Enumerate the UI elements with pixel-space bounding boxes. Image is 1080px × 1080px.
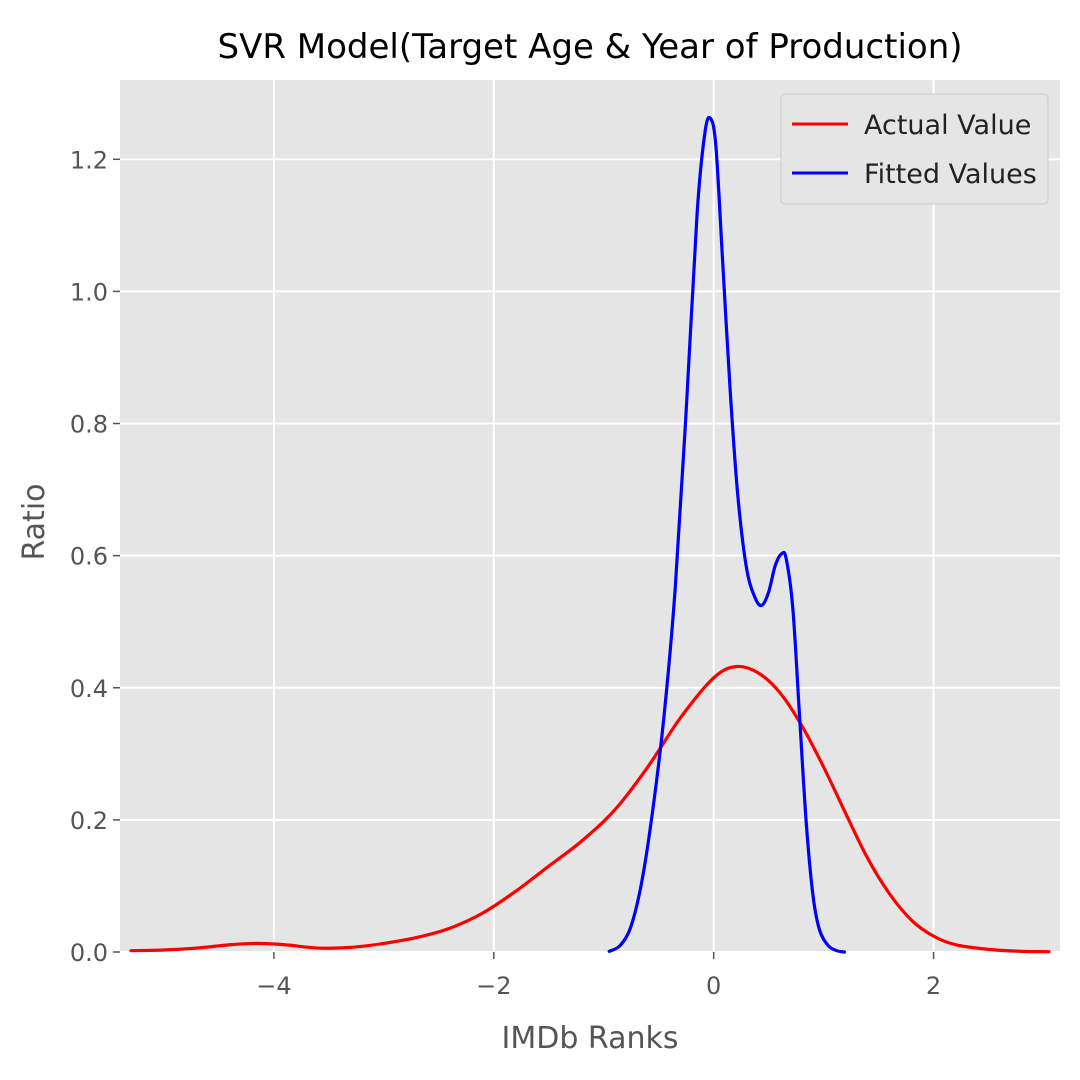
legend-label-actual-value: Actual Value <box>864 110 1031 141</box>
y-tick-label: 0.8 <box>70 411 108 439</box>
y-tick-label: 0.0 <box>70 939 108 967</box>
y-tick-label: 0.6 <box>70 543 108 571</box>
x-tick-label: 2 <box>926 972 941 1000</box>
chart-title: SVR Model(Target Age & Year of Productio… <box>217 27 962 67</box>
y-tick-label: 0.2 <box>70 807 108 835</box>
y-axis-label: Ratio <box>17 483 52 560</box>
y-axis: 0.0 0.2 0.4 0.6 0.8 1.0 1.2 <box>70 146 120 967</box>
x-axis-label: IMDb Ranks <box>502 1021 679 1056</box>
legend-box <box>780 93 1049 205</box>
legend: Actual Value Fitted Values <box>780 93 1049 205</box>
y-tick-label: 1.2 <box>70 146 108 174</box>
x-tick-label: −4 <box>256 972 291 1000</box>
x-tick-label: −2 <box>476 972 511 1000</box>
plot-area <box>120 80 1060 952</box>
x-tick-label: 0 <box>706 972 721 1000</box>
series-lines <box>129 115 1051 954</box>
series-line-actual-value <box>129 664 1051 954</box>
series-line-fitted-values <box>607 115 847 954</box>
grid-lines <box>120 80 1060 953</box>
y-tick-label: 0.4 <box>70 675 108 703</box>
x-axis: −4 −2 0 2 <box>256 952 941 1000</box>
legend-label-fitted-values: Fitted Values <box>864 159 1037 190</box>
y-tick-label: 1.0 <box>70 278 108 306</box>
